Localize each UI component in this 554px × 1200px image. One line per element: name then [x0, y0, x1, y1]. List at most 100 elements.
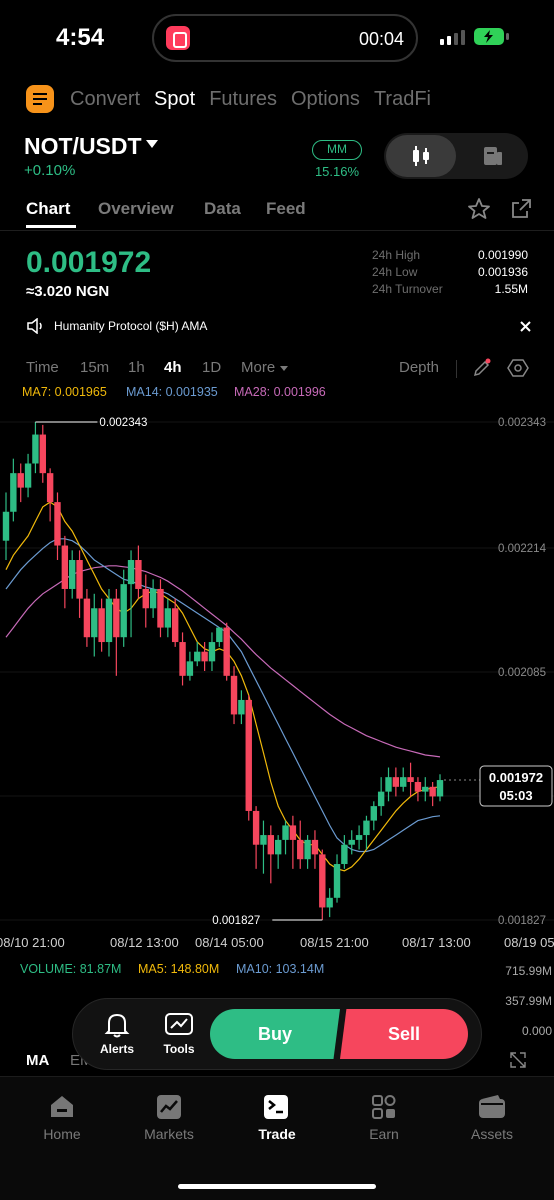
sell-button[interactable]: Sell: [340, 1009, 468, 1059]
draw-pen-icon[interactable]: [472, 358, 492, 378]
candle-body: [252, 810, 260, 845]
candle-body: [422, 786, 429, 792]
candle-body: [24, 463, 32, 488]
alerts-label[interactable]: Alerts: [99, 1042, 134, 1056]
candle-body: [370, 806, 377, 821]
home-icon[interactable]: [49, 1094, 75, 1120]
ma14-legend: MA14: 0.001935: [126, 385, 218, 399]
divider: [0, 230, 554, 231]
battery-nub: [506, 33, 509, 40]
candle-body: [201, 651, 208, 662]
markets-icon[interactable]: [156, 1094, 182, 1120]
menu-logo-icon[interactable]: [26, 85, 54, 113]
tab-overview[interactable]: Overview: [98, 199, 174, 218]
buy-button[interactable]: Buy: [210, 1009, 340, 1059]
bell-icon[interactable]: [104, 1011, 130, 1039]
candle-body: [164, 608, 172, 628]
caret-down-icon[interactable]: [146, 140, 158, 148]
nav-spot[interactable]: Spot: [154, 88, 196, 110]
earn-icon[interactable]: [371, 1094, 397, 1120]
tf-1d[interactable]: 1D: [202, 359, 222, 376]
screen-recorder-icon: [166, 26, 190, 50]
candle-body: [157, 588, 164, 628]
more-caret-icon[interactable]: [280, 366, 288, 371]
candle-body: [230, 675, 238, 715]
settings-hex-icon[interactable]: [507, 358, 529, 378]
y-tick-label: 0.002214: [498, 543, 547, 555]
nav-markets[interactable]: Markets: [144, 1126, 194, 1142]
candle-body: [83, 598, 91, 638]
nav-trade[interactable]: Trade: [258, 1126, 296, 1142]
stat-turnover-value: 1.55M: [494, 282, 528, 296]
product-nav: Convert Spot Futures Options TradFi: [70, 88, 431, 111]
y-tick-label: 0.001827: [498, 915, 546, 927]
price-chart[interactable]: 0.002343 0.002214 0.002085 0.001827 0.002343…: [0, 400, 554, 1000]
close-icon[interactable]: [520, 321, 531, 332]
depth-button[interactable]: Depth: [399, 359, 440, 376]
candle-body: [61, 545, 69, 589]
candle-body: [392, 777, 400, 787]
tab-feed[interactable]: Feed: [266, 199, 306, 218]
candle-body: [289, 825, 297, 840]
stat-low-value: 0.001936: [477, 265, 528, 279]
y-tick-label: 0.002085: [498, 667, 546, 679]
candle-body: [186, 661, 194, 676]
high-marker-label: 0.002343: [99, 417, 147, 429]
ma14-line: [5, 538, 441, 853]
tools-label[interactable]: Tools: [163, 1042, 195, 1056]
star-icon[interactable]: [467, 197, 491, 221]
candle-body: [91, 608, 98, 638]
nav-assets[interactable]: Assets: [470, 1126, 513, 1142]
orderbook-icon[interactable]: [482, 145, 504, 167]
share-icon[interactable]: [509, 197, 533, 221]
candle-body: [179, 642, 186, 676]
trade-icon[interactable]: [263, 1094, 289, 1120]
nav-home[interactable]: Home: [43, 1126, 81, 1142]
candle-body: [135, 560, 142, 589]
nav-earn[interactable]: Earn: [369, 1126, 399, 1142]
ma28-line: [5, 565, 441, 758]
candle-body: [260, 835, 267, 845]
vol-ma5-legend: MA5: 148.80M: [138, 962, 220, 976]
stat-turnover-label: 24h Turnover: [372, 282, 443, 296]
candle-body: [194, 651, 201, 662]
recording-timer: 00:04: [358, 29, 404, 49]
nav-tradfi[interactable]: TradFi: [373, 88, 431, 110]
nav-futures[interactable]: Futures: [209, 88, 277, 110]
x-tick-label: 08/14 05:00: [195, 935, 264, 950]
candle-body: [171, 608, 179, 643]
nav-convert[interactable]: Convert: [70, 88, 141, 110]
candle-body: [127, 560, 135, 585]
announcement-text[interactable]: Humanity Protocol ($H) AMA: [54, 319, 208, 333]
wallet-icon[interactable]: [478, 1094, 506, 1120]
candle-body: [267, 835, 275, 855]
indicator-ma[interactable]: MA: [26, 1052, 50, 1069]
tools-chart-icon[interactable]: [164, 1012, 194, 1038]
mm-badge[interactable]: MM: [312, 140, 362, 160]
candle-body: [120, 584, 127, 638]
tf-4h[interactable]: 4h: [164, 359, 182, 376]
tab-data[interactable]: Data: [204, 199, 241, 218]
current-price-label: 0.001972: [489, 770, 543, 785]
candle-body: [142, 588, 149, 609]
candle-view-button[interactable]: [386, 135, 456, 177]
dynamic-island[interactable]: 00:04: [152, 14, 418, 62]
candle-body: [377, 791, 385, 807]
tf-time[interactable]: Time: [26, 359, 59, 376]
battery-icon: [474, 28, 504, 45]
candle-body: [54, 502, 61, 546]
candle-body: [429, 786, 436, 797]
tf-15m[interactable]: 15m: [80, 359, 110, 376]
tf-1h[interactable]: 1h: [128, 359, 145, 376]
tf-more[interactable]: More: [241, 359, 276, 376]
y-tick-label: 0.002343: [498, 417, 546, 429]
tf-divider: [456, 360, 457, 378]
pair-selector[interactable]: NOT/USDT: [24, 133, 142, 159]
expand-icon[interactable]: [510, 1052, 526, 1068]
ma28-legend: MA28: 0.001996: [234, 385, 326, 399]
tab-chart[interactable]: Chart: [26, 199, 71, 218]
candle-body: [39, 434, 46, 474]
signal-icon: [440, 30, 465, 45]
candle-body: [245, 699, 252, 811]
nav-options[interactable]: Options: [291, 88, 360, 110]
